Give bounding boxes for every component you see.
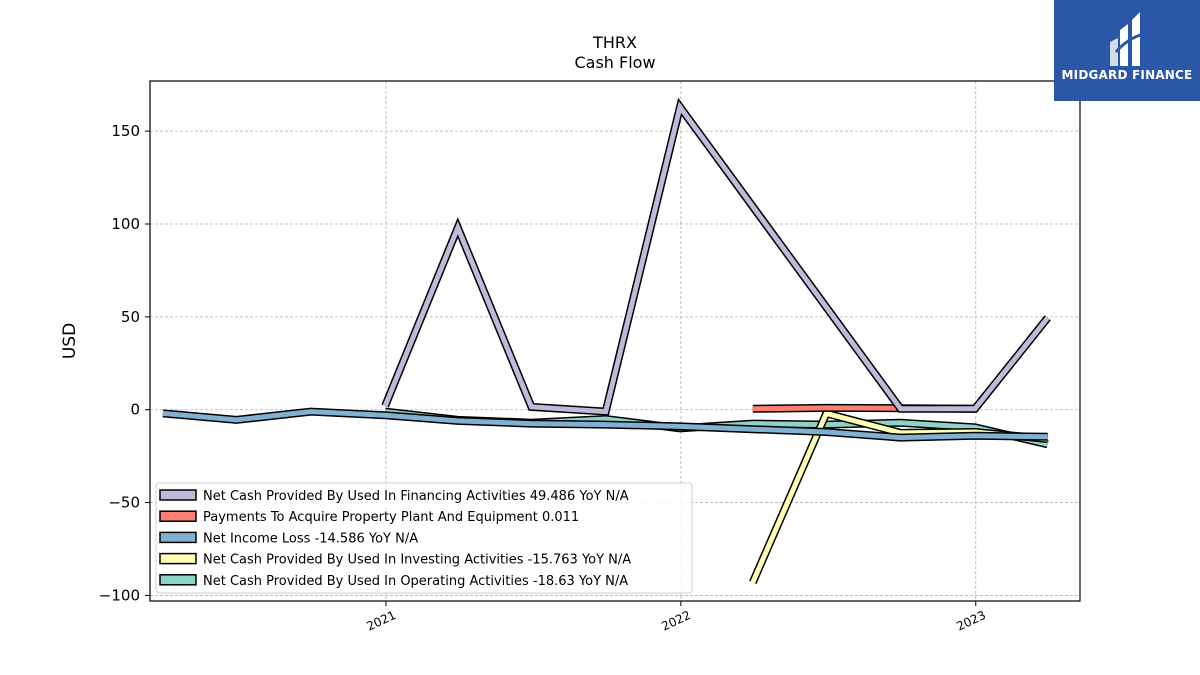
series-2: [162, 407, 1048, 442]
series-line: [162, 409, 1048, 441]
x-tick-label: 2022: [659, 608, 693, 634]
legend-box: [155, 482, 693, 594]
series-line: [382, 101, 1050, 415]
legend-swatch: [159, 510, 197, 522]
y-tick-label: 0: [130, 401, 140, 419]
plot-frame: [149, 80, 1081, 602]
brand-logo: MIDGARD FINANCE: [1054, 0, 1200, 101]
y-tick-label: 50: [121, 308, 140, 326]
chart-subtitle: Cash Flow: [574, 53, 655, 72]
legend-swatch: [159, 531, 197, 544]
legend-label: Net Cash Provided By Used In Financing A…: [203, 489, 629, 504]
legend-label: Net Cash Provided By Used In Investing A…: [203, 553, 631, 568]
x-tick-label: 2021: [364, 608, 398, 634]
series-lines: [162, 97, 1051, 584]
y-axis-label: USD: [60, 323, 80, 359]
series-4: [381, 97, 1051, 416]
legend-label: Net Income Loss -14.586 YoY N/A: [203, 531, 418, 546]
x-tick-label: 2023: [954, 608, 988, 634]
y-tick-label: −50: [108, 494, 140, 512]
y-tick-label: 100: [111, 215, 140, 233]
logo-text: MIDGARD FINANCE: [1061, 68, 1193, 82]
logo-mark-icon: [1110, 12, 1145, 66]
legend-label: Payments To Acquire Property Plant And E…: [203, 510, 579, 525]
legend-swatch: [159, 489, 197, 501]
chart-title: THRX: [592, 33, 637, 52]
legend-swatch: [159, 552, 197, 565]
legend-label: Net Cash Provided By Used In Operating A…: [203, 574, 628, 589]
y-tick-label: 150: [111, 122, 140, 140]
legend-swatch: [159, 574, 197, 586]
y-tick-label: −100: [99, 586, 140, 604]
legend: Net Cash Provided By Used In Financing A…: [155, 482, 693, 594]
